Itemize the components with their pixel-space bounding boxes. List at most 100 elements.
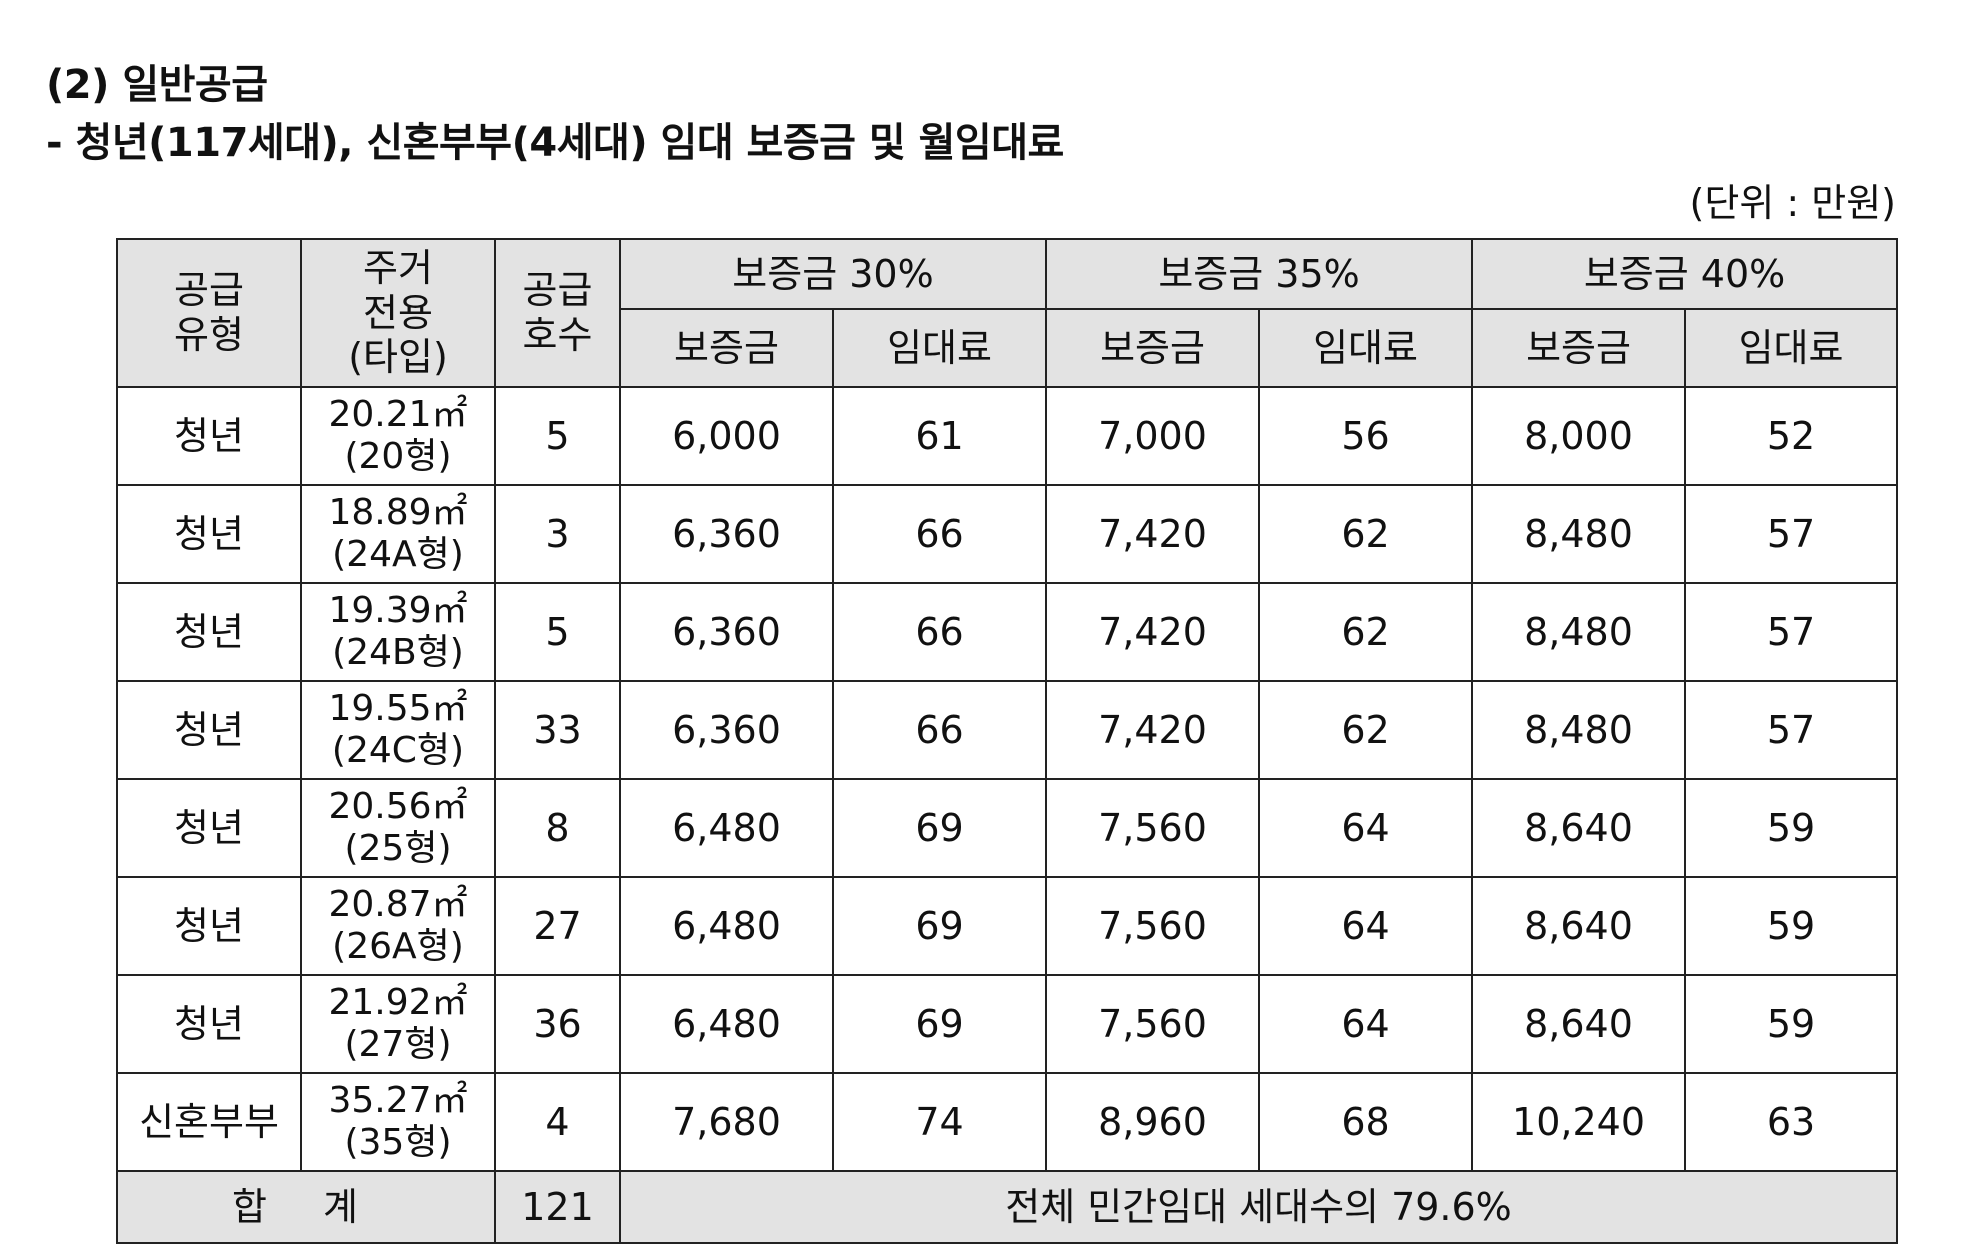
area-value: 20.21㎡ <box>328 393 468 435</box>
table-row: 청년 21.92㎡ (27형) 36 6,480 69 7,560 64 8,64… <box>116 974 1899 1074</box>
deposit-30-cell: 6,000 <box>619 386 834 486</box>
deposit-40-cell: 8,480 <box>1471 582 1687 682</box>
header-units: 공급 호수 <box>494 238 621 388</box>
deposit-40-cell: 10,240 <box>1471 1072 1687 1172</box>
rent-35-cell: 64 <box>1258 876 1474 976</box>
supply-type-cell: 청년 <box>116 484 302 584</box>
rent-30-cell: 66 <box>831 484 1048 584</box>
deposit-40-cell: 8,640 <box>1471 974 1687 1074</box>
area-cell: 20.87㎡ (26A형) <box>300 876 496 976</box>
rent-30-cell: 61 <box>831 386 1048 486</box>
units-cell: 27 <box>494 876 621 976</box>
rent-40-cell: 63 <box>1684 1072 1899 1172</box>
header-deposit-40: 보증금 <box>1471 308 1687 388</box>
unit-note: (단위 : 만원) <box>1689 181 1896 225</box>
units-cell: 5 <box>494 386 621 486</box>
rent-40-cell: 59 <box>1684 974 1899 1074</box>
model-value: (24C형) <box>331 730 465 771</box>
deposit-35-cell: 7,420 <box>1045 582 1261 682</box>
deposit-35-cell: 7,420 <box>1045 680 1261 780</box>
rent-40-cell: 57 <box>1684 680 1899 780</box>
units-cell: 3 <box>494 484 621 584</box>
deposit-30-cell: 6,480 <box>619 778 834 878</box>
area-cell: 20.56㎡ (25형) <box>300 778 496 878</box>
header-group-30: 보증금 30% <box>618 238 1048 310</box>
header-area: 주거 전용 (타입) <box>300 238 496 388</box>
model-value: (27형) <box>344 1024 452 1065</box>
header-rent-30: 임대료 <box>831 308 1048 388</box>
units-cell: 36 <box>494 974 621 1074</box>
rent-40-cell: 59 <box>1684 778 1899 878</box>
supply-type-cell: 청년 <box>116 974 302 1074</box>
deposit-30-cell: 6,480 <box>619 876 834 976</box>
rent-35-cell: 64 <box>1258 778 1474 878</box>
supply-type-cell: 청년 <box>116 386 302 486</box>
deposit-40-cell: 8,640 <box>1471 876 1687 976</box>
table-row: 청년 20.87㎡ (26A형) 27 6,480 69 7,560 64 8,6… <box>116 876 1899 976</box>
units-cell: 4 <box>494 1072 621 1172</box>
supply-type-cell: 청년 <box>116 680 302 780</box>
model-value: (24A형) <box>332 534 464 575</box>
area-cell: 19.39㎡ (24B형) <box>300 582 496 682</box>
rent-30-cell: 69 <box>831 876 1048 976</box>
deposit-40-cell: 8,000 <box>1471 386 1687 486</box>
header-supply-type-label: 공급 유형 <box>174 268 244 357</box>
header-units-label: 공급 호수 <box>522 268 593 357</box>
table-row: 청년 18.89㎡ (24A형) 3 6,360 66 7,420 62 8,48… <box>116 484 1899 584</box>
header-group-35: 보증금 35% <box>1045 238 1474 310</box>
total-note: 전체 민간임대 세대수의 79.6% <box>618 1170 1899 1244</box>
header-deposit-35: 보증금 <box>1045 308 1261 388</box>
table-row: 청년 20.21㎡ (20형) 5 6,000 61 7,000 56 8,000… <box>116 386 1899 486</box>
deposit-35-cell: 8,960 <box>1045 1072 1261 1172</box>
area-cell: 21.92㎡ (27형) <box>300 974 496 1074</box>
deposit-40-cell: 8,480 <box>1471 680 1687 780</box>
rent-35-cell: 68 <box>1258 1072 1474 1172</box>
rent-30-cell: 74 <box>831 1072 1048 1172</box>
area-value: 21.92㎡ <box>328 981 468 1023</box>
area-cell: 35.27㎡ (35형) <box>300 1072 496 1172</box>
total-label-text: 합 계 <box>232 1184 380 1229</box>
supply-type-cell: 청년 <box>116 582 302 682</box>
rent-35-cell: 64 <box>1258 974 1474 1074</box>
rent-35-cell: 62 <box>1258 680 1474 780</box>
area-value: 35.27㎡ <box>328 1079 468 1121</box>
model-value: (26A형) <box>332 926 464 967</box>
model-value: (24B형) <box>332 632 464 673</box>
area-cell: 20.21㎡ (20형) <box>300 386 496 486</box>
header-rent-35: 임대료 <box>1258 308 1474 388</box>
rent-30-cell: 66 <box>831 582 1048 682</box>
table-row: 청년 19.39㎡ (24B형) 5 6,360 66 7,420 62 8,48… <box>116 582 1899 682</box>
model-value: (20형) <box>344 436 452 477</box>
total-row: 합 계 121 전체 민간임대 세대수의 79.6% <box>116 1170 1899 1244</box>
header-area-label: 주거 전용 (타입) <box>348 245 448 380</box>
units-cell: 5 <box>494 582 621 682</box>
area-value: 20.56㎡ <box>328 785 468 827</box>
supply-type-cell: 청년 <box>116 876 302 976</box>
deposit-30-cell: 6,360 <box>619 582 834 682</box>
deposit-30-cell: 6,360 <box>619 484 834 584</box>
deposit-30-cell: 6,360 <box>619 680 834 780</box>
section-heading: (2) 일반공급 <box>46 62 268 108</box>
supply-type-cell: 신혼부부 <box>116 1072 302 1172</box>
deposit-40-cell: 8,640 <box>1471 778 1687 878</box>
total-units: 121 <box>494 1170 621 1244</box>
header-group-40: 보증금 40% <box>1471 238 1899 310</box>
rent-table: 공급 유형 주거 전용 (타입) 공급 호수 보증금 30% 보증금 35% 보… <box>116 238 1899 1244</box>
section-subtitle: - 청년(117세대), 신혼부부(4세대) 임대 보증금 및 월임대료 <box>46 120 1064 166</box>
deposit-35-cell: 7,560 <box>1045 876 1261 976</box>
table-row: 청년 19.55㎡ (24C형) 33 6,360 66 7,420 62 8,4… <box>116 680 1899 780</box>
deposit-30-cell: 6,480 <box>619 974 834 1074</box>
rent-30-cell: 69 <box>831 974 1048 1074</box>
deposit-35-cell: 7,560 <box>1045 778 1261 878</box>
area-value: 18.89㎡ <box>328 491 468 533</box>
deposit-35-cell: 7,420 <box>1045 484 1261 584</box>
area-cell: 19.55㎡ (24C형) <box>300 680 496 780</box>
deposit-35-cell: 7,560 <box>1045 974 1261 1074</box>
deposit-35-cell: 7,000 <box>1045 386 1261 486</box>
table-row: 신혼부부 35.27㎡ (35형) 4 7,680 74 8,960 68 10,… <box>116 1072 1899 1172</box>
rent-30-cell: 66 <box>831 680 1048 780</box>
header-rent-40: 임대료 <box>1684 308 1899 388</box>
area-value: 19.39㎡ <box>328 589 468 631</box>
rent-35-cell: 62 <box>1258 484 1474 584</box>
rent-40-cell: 59 <box>1684 876 1899 976</box>
